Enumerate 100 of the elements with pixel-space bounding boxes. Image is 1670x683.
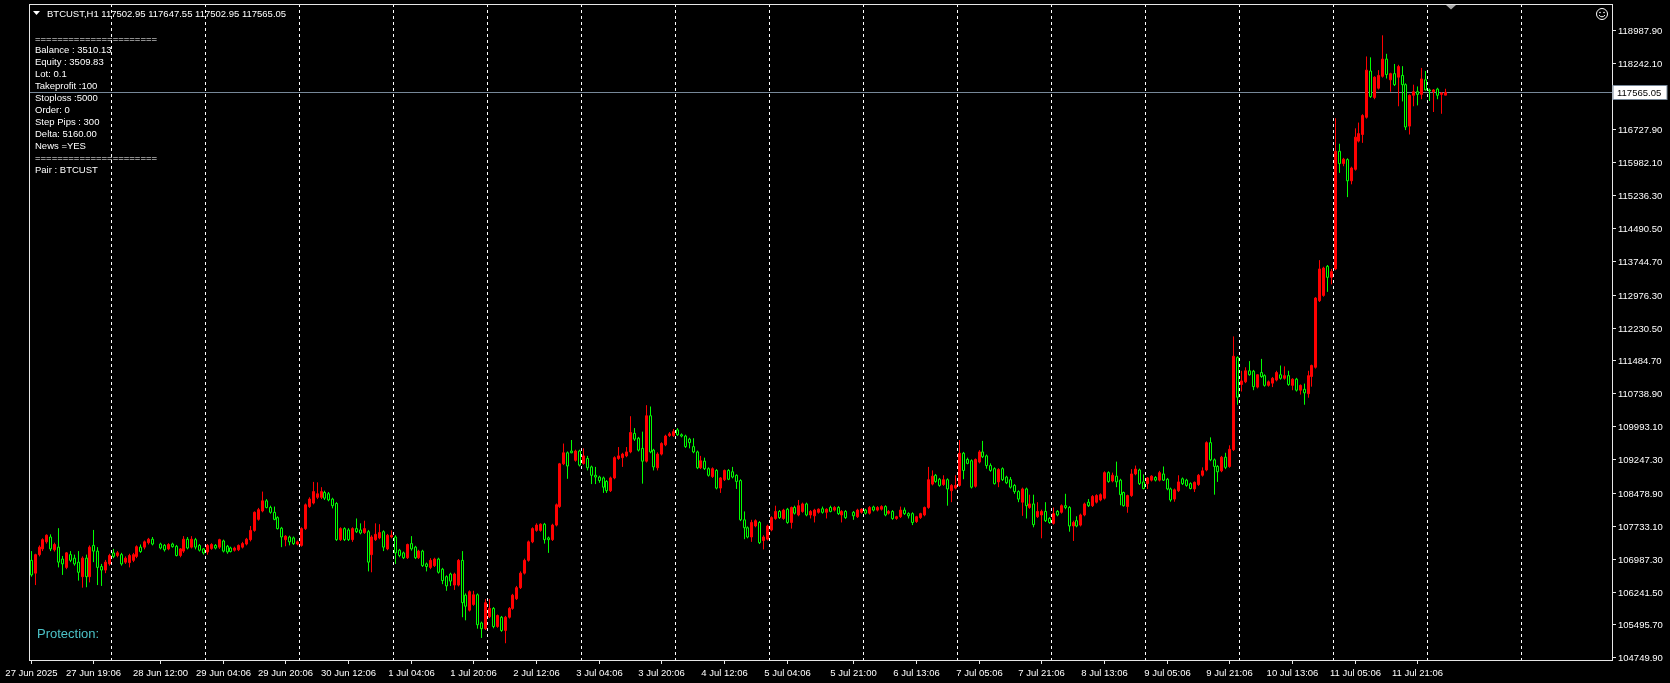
x-tick-label: 1 Jul 20:06 (450, 666, 497, 678)
candlestick (844, 509, 847, 520)
x-tick-label: 1 Jul 04:06 (388, 666, 435, 678)
y-tick-label: 106987.30 (1618, 554, 1663, 565)
candlestick (911, 511, 914, 526)
candlestick (206, 543, 209, 556)
candlestick (1436, 87, 1439, 100)
candlestick (1291, 377, 1294, 391)
x-tick-label: 29 Jun 04:06 (196, 666, 251, 678)
candlestick (53, 542, 56, 553)
x-tick-label: 9 Jul 05:06 (1144, 666, 1191, 678)
candlestick (159, 542, 162, 550)
candlestick (135, 544, 138, 559)
candlestick (864, 508, 867, 516)
annotation: ====================== (35, 152, 158, 163)
candlestick (946, 477, 949, 507)
annotation: Stoploss :5000 (35, 92, 98, 104)
annotation: ====================== (35, 32, 158, 44)
candlestick (676, 427, 679, 437)
candlestick (891, 509, 894, 521)
candlestick (872, 505, 875, 512)
y-tick-label: 111484.70 (1618, 355, 1662, 366)
candlestick (574, 449, 577, 463)
candlestick (915, 515, 918, 524)
candlestick (602, 476, 605, 494)
candlestick (1393, 63, 1396, 87)
candlestick (1397, 64, 1400, 107)
annotation: Order: 0 (35, 104, 70, 116)
candlestick (1440, 91, 1443, 115)
candlestick (233, 546, 236, 553)
annotation: Lot: 0.1 (35, 68, 67, 80)
candlestick (1107, 470, 1110, 484)
candlestick (962, 451, 965, 480)
candlestick (461, 550, 464, 618)
candlestick (41, 537, 44, 552)
candlestick (1220, 455, 1223, 473)
candlestick (49, 533, 52, 552)
candlestick (343, 526, 346, 542)
candlestick (229, 546, 232, 553)
x-tick-label: 5 Jul 04:06 (764, 666, 811, 678)
candlestick (715, 468, 718, 490)
y-tick-label: 118987.90 (1618, 25, 1663, 36)
candlestick (226, 544, 229, 555)
candlestick (1138, 468, 1141, 486)
candlestick (363, 520, 366, 535)
candlestick (1009, 476, 1012, 490)
x-tick-label: 28 Jun 12:00 (133, 666, 188, 678)
candlestick (1091, 494, 1094, 508)
candlestick (402, 551, 405, 560)
x-tick-label: 11 Jul 05:06 (1329, 666, 1382, 678)
candlestick (492, 606, 495, 629)
candlestick (934, 473, 937, 484)
candlestick (1267, 379, 1270, 388)
candlestick (684, 434, 687, 449)
y-tick-label: 107733.10 (1618, 521, 1663, 532)
candlestick (887, 509, 890, 516)
candlestick (284, 534, 287, 547)
candlestick (202, 547, 205, 556)
candlestick (1236, 355, 1239, 406)
candlestick (457, 558, 460, 587)
candlestick (884, 504, 887, 517)
candlestick (147, 537, 150, 545)
x-tick-label: 11 Jul 21:06 (1391, 666, 1444, 678)
candlestick (856, 508, 859, 519)
x-tick-label: 7 Jul 21:06 (1018, 666, 1065, 678)
candlestick (837, 505, 840, 516)
annotation: Takeprofit :100 (35, 80, 98, 92)
candlestick (903, 506, 906, 516)
y-tick-label: 104749.90 (1618, 652, 1663, 663)
candlestick (793, 505, 796, 516)
candlestick (139, 543, 142, 554)
candlestick (347, 527, 350, 542)
candlestick (1028, 494, 1031, 510)
candlestick (335, 501, 338, 542)
x-tick-label: 2 Jul 12:06 (513, 666, 560, 678)
x-tick-label: 27 Jun 19:06 (66, 666, 121, 678)
candlestick (750, 519, 753, 543)
candlestick (88, 544, 91, 583)
candlestick (1021, 487, 1024, 517)
candlestick (163, 543, 166, 553)
candlestick (1060, 503, 1063, 515)
candlestick (578, 449, 581, 467)
y-tick-label: 114490.50 (1618, 223, 1663, 234)
candlestick (801, 502, 804, 514)
x-tick-label: 3 Jul 20:06 (638, 666, 685, 678)
candlestick (899, 506, 902, 519)
candlestick (386, 533, 389, 551)
candlestick (429, 557, 432, 570)
y-tick-label: 109247.30 (1618, 454, 1663, 465)
candlestick (993, 466, 996, 486)
candlestick (594, 466, 597, 485)
x-tick-label: 6 Jul 13:06 (893, 666, 940, 678)
y-tick-label: 112976.30 (1618, 290, 1663, 301)
candlestick (1032, 494, 1035, 528)
candlestick (1303, 383, 1306, 406)
candlestick (852, 510, 855, 521)
candlestick (958, 439, 961, 488)
ref-line-label: 117565.05 (1617, 87, 1662, 98)
candlestick (790, 506, 793, 530)
candlestick (1256, 373, 1259, 389)
